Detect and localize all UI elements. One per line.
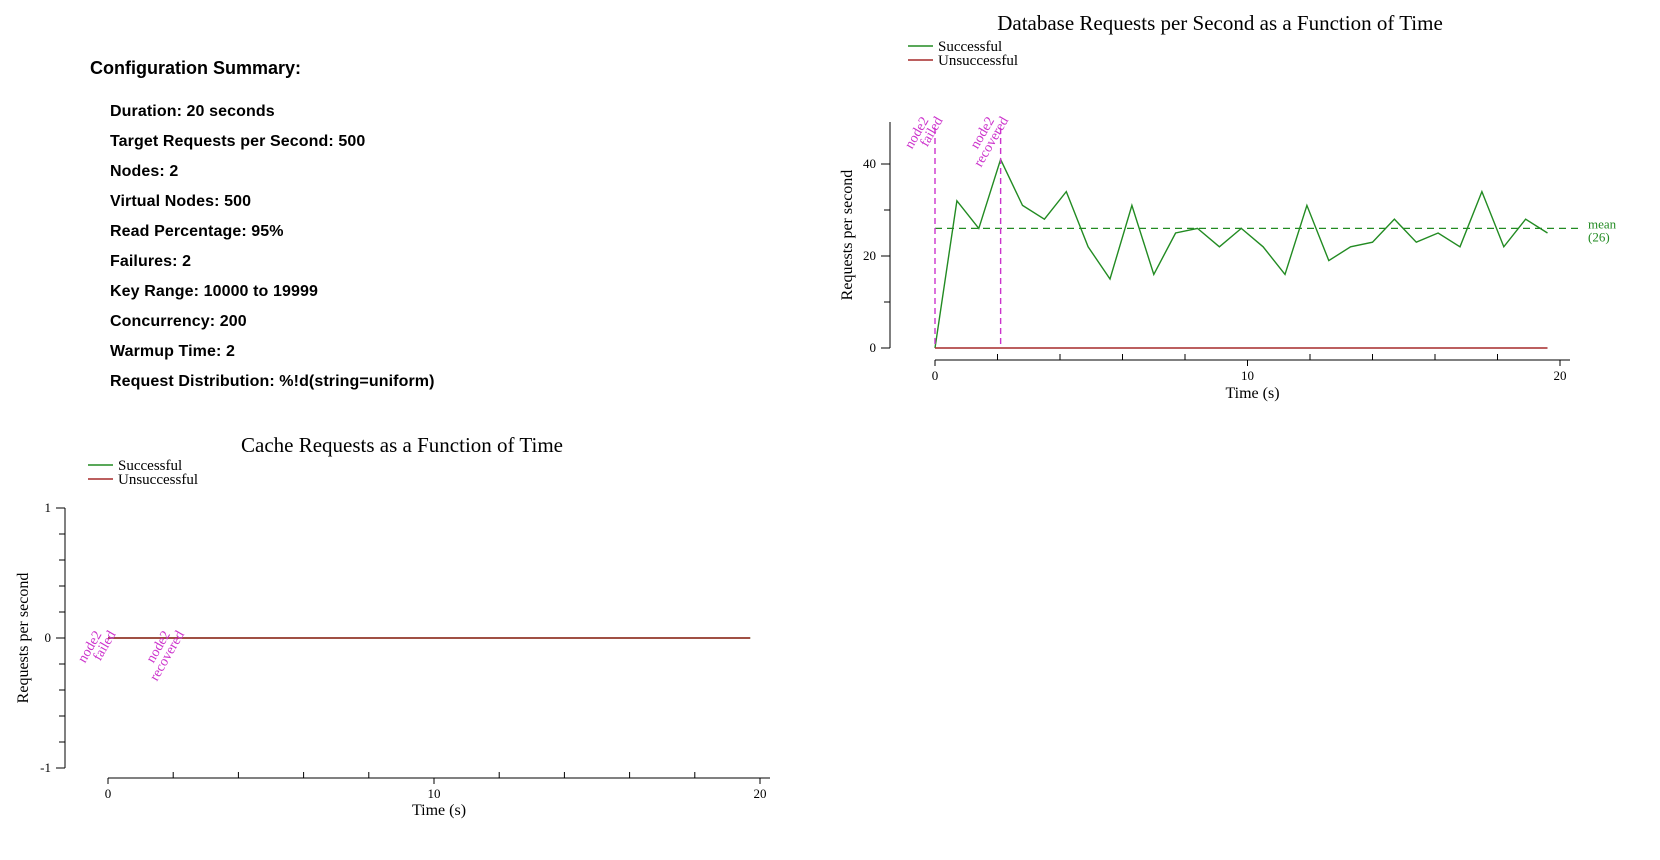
summary-item-warmup-time: Warmup Time: 2	[110, 343, 235, 360]
db-x-tick-label: 10	[1241, 368, 1254, 383]
cache-legend-unsuccessful-label: Unsuccessful	[118, 472, 198, 488]
db-plot-group: Database Requests per Second as a Functi…	[839, 11, 1617, 402]
summary-item-read-percentage: Read Percentage: 95%	[110, 223, 284, 240]
summary-item-key-range: Key Range: 10000 to 19999	[110, 283, 318, 300]
db-x-axis-label: Time (s)	[1225, 385, 1279, 402]
cache-legend-successful-label: Successful	[118, 458, 182, 474]
cache-y-tick-label: 1	[45, 500, 52, 515]
cache-plot-group: Cache Requests as a Function of Time Succ…	[15, 433, 770, 819]
summary-item-virtual-nodes: Virtual Nodes: 500	[110, 193, 252, 210]
cache-x-axis-label: Time (s)	[412, 802, 466, 819]
db-mean-value-label: (26)	[1588, 229, 1610, 244]
cache-y-tick-label: 0	[45, 630, 52, 645]
summary-item-concurrency: Concurrency: 200	[110, 313, 247, 330]
db-legend-successful-label: Successful	[938, 39, 1002, 55]
cache-requests-chart: Cache Requests as a Function of Time Succ…	[15, 433, 770, 819]
summary-item-target-rps: Target Requests per Second: 500	[110, 133, 366, 150]
summary-item-request-distribution: Request Distribution: %!d(string=uniform…	[110, 373, 435, 390]
db-y-tick-label: 40	[863, 156, 876, 171]
summary-item-failures: Failures: 2	[110, 253, 192, 270]
db-y-axis-label: Requests per second	[839, 170, 856, 301]
db-mean-label: mean	[1588, 216, 1617, 231]
db-legend-unsuccessful-label: Unsuccessful	[938, 53, 1018, 69]
cache-x-tick-label: 0	[105, 786, 112, 801]
cache-y-tick-label: -1	[40, 760, 51, 775]
summary-item-nodes: Nodes: 2	[110, 163, 179, 180]
db-chart-title: Database Requests per Second as a Functi…	[997, 11, 1443, 35]
db-y-tick-label: 0	[870, 340, 877, 355]
db-x-tick-label: 0	[932, 368, 939, 383]
cache-chart-title: Cache Requests as a Function of Time	[241, 433, 563, 457]
summary-title: Configuration Summary:	[90, 58, 302, 78]
db-series-successful-line	[934, 157, 1548, 349]
db-x-tick-label: 20	[1554, 368, 1567, 383]
summary-item-duration: Duration: 20 seconds	[110, 103, 275, 120]
cache-x-tick-label: 20	[754, 786, 767, 801]
configuration-summary: Configuration Summary: Duration: 20 seco…	[90, 58, 810, 397]
db-y-tick-label: 20	[863, 248, 876, 263]
cache-x-tick-label: 10	[428, 786, 441, 801]
database-requests-chart: Database Requests per Second as a Functi…	[839, 11, 1617, 402]
cache-y-axis-label: Requests per second	[15, 573, 32, 704]
